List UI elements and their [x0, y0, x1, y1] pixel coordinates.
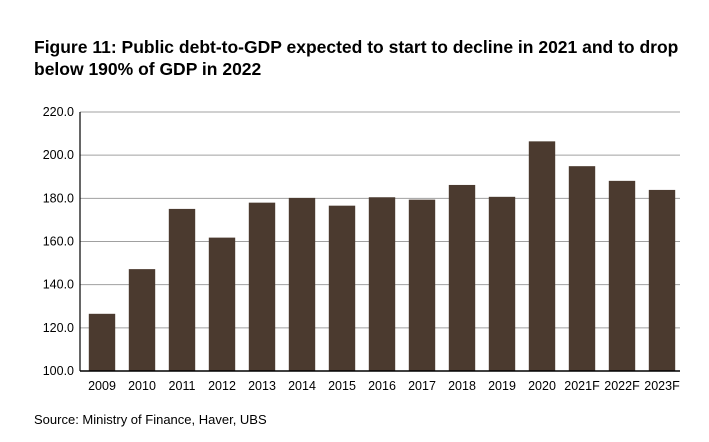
bar	[608, 180, 636, 371]
y-tick-label: 220.0	[43, 105, 74, 119]
y-tick-label: 180.0	[43, 191, 74, 205]
y-tick-label: 140.0	[43, 278, 74, 292]
bar	[288, 197, 316, 371]
x-tick-label: 2022F	[604, 379, 640, 393]
bar	[488, 196, 516, 371]
x-tick-label: 2009	[88, 379, 116, 393]
x-tick-label: 2015	[328, 379, 356, 393]
y-tick-label: 200.0	[43, 148, 74, 162]
x-tick-label: 2012	[208, 379, 236, 393]
x-tick-label: 2019	[488, 379, 516, 393]
bar	[368, 197, 396, 371]
bar	[568, 166, 596, 371]
y-tick-label: 100.0	[43, 364, 74, 378]
source-note: Source: Ministry of Finance, Haver, UBS	[34, 412, 267, 427]
chart-title: Figure 11: Public debt-to-GDP expected t…	[34, 37, 679, 79]
x-tick-label: 2018	[448, 379, 476, 393]
x-tick-label: 2011	[169, 379, 196, 393]
bar	[528, 141, 556, 371]
bar	[208, 237, 236, 371]
x-tick-label: 2020	[528, 379, 556, 393]
bar	[648, 189, 676, 371]
bar	[248, 202, 276, 371]
x-tick-label: 2014	[288, 379, 316, 393]
bar	[88, 313, 116, 371]
bar	[448, 184, 476, 371]
y-tick-label: 160.0	[43, 235, 74, 249]
x-tick-label: 2013	[248, 379, 276, 393]
bar	[168, 208, 196, 371]
x-tick-label: 2021F	[564, 379, 600, 393]
x-tick-label: 2016	[368, 379, 396, 393]
bar	[328, 205, 356, 371]
x-tick-label: 2010	[128, 379, 156, 393]
bar	[128, 269, 156, 371]
y-tick-label: 120.0	[43, 321, 74, 335]
x-tick-label: 2017	[408, 379, 436, 393]
x-tick-label: 2023F	[644, 379, 680, 393]
bar	[408, 199, 436, 371]
